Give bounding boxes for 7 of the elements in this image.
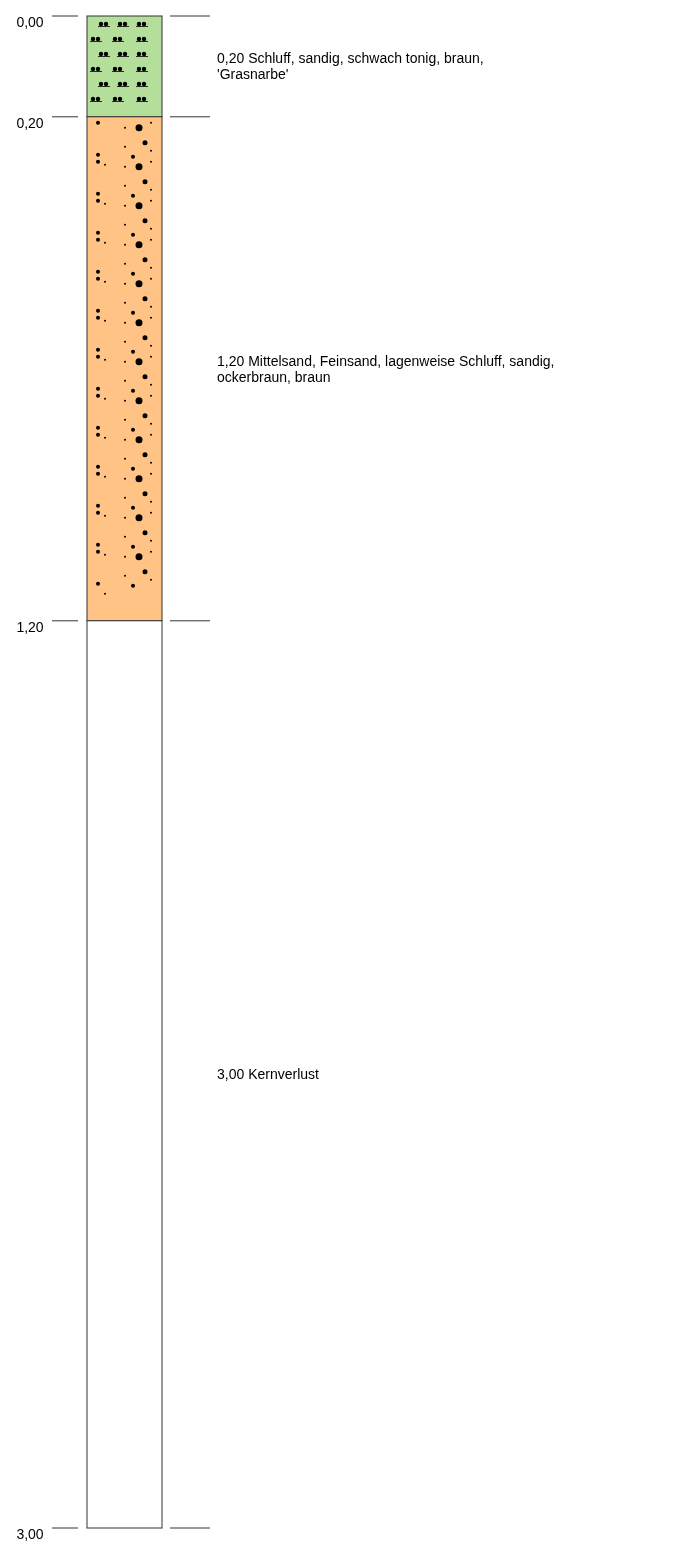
y-tick-label: 0,00 [16, 14, 44, 30]
text: 3,00 Kernverlust [217, 1066, 320, 1083]
y-tick-label: 3,00 [16, 1526, 44, 1541]
text: 1,20 Mittelsand, Feinsand, lagenweise Schluff, sandig, ockerbraun, braun [217, 352, 555, 385]
y-tick-label: 0,20 [16, 114, 44, 131]
y-tick-label: 1,20 [16, 618, 44, 635]
text: 0,20 Schluff, sandig, schwach tonig, braun, 'Grasnarbe' [217, 50, 484, 83]
